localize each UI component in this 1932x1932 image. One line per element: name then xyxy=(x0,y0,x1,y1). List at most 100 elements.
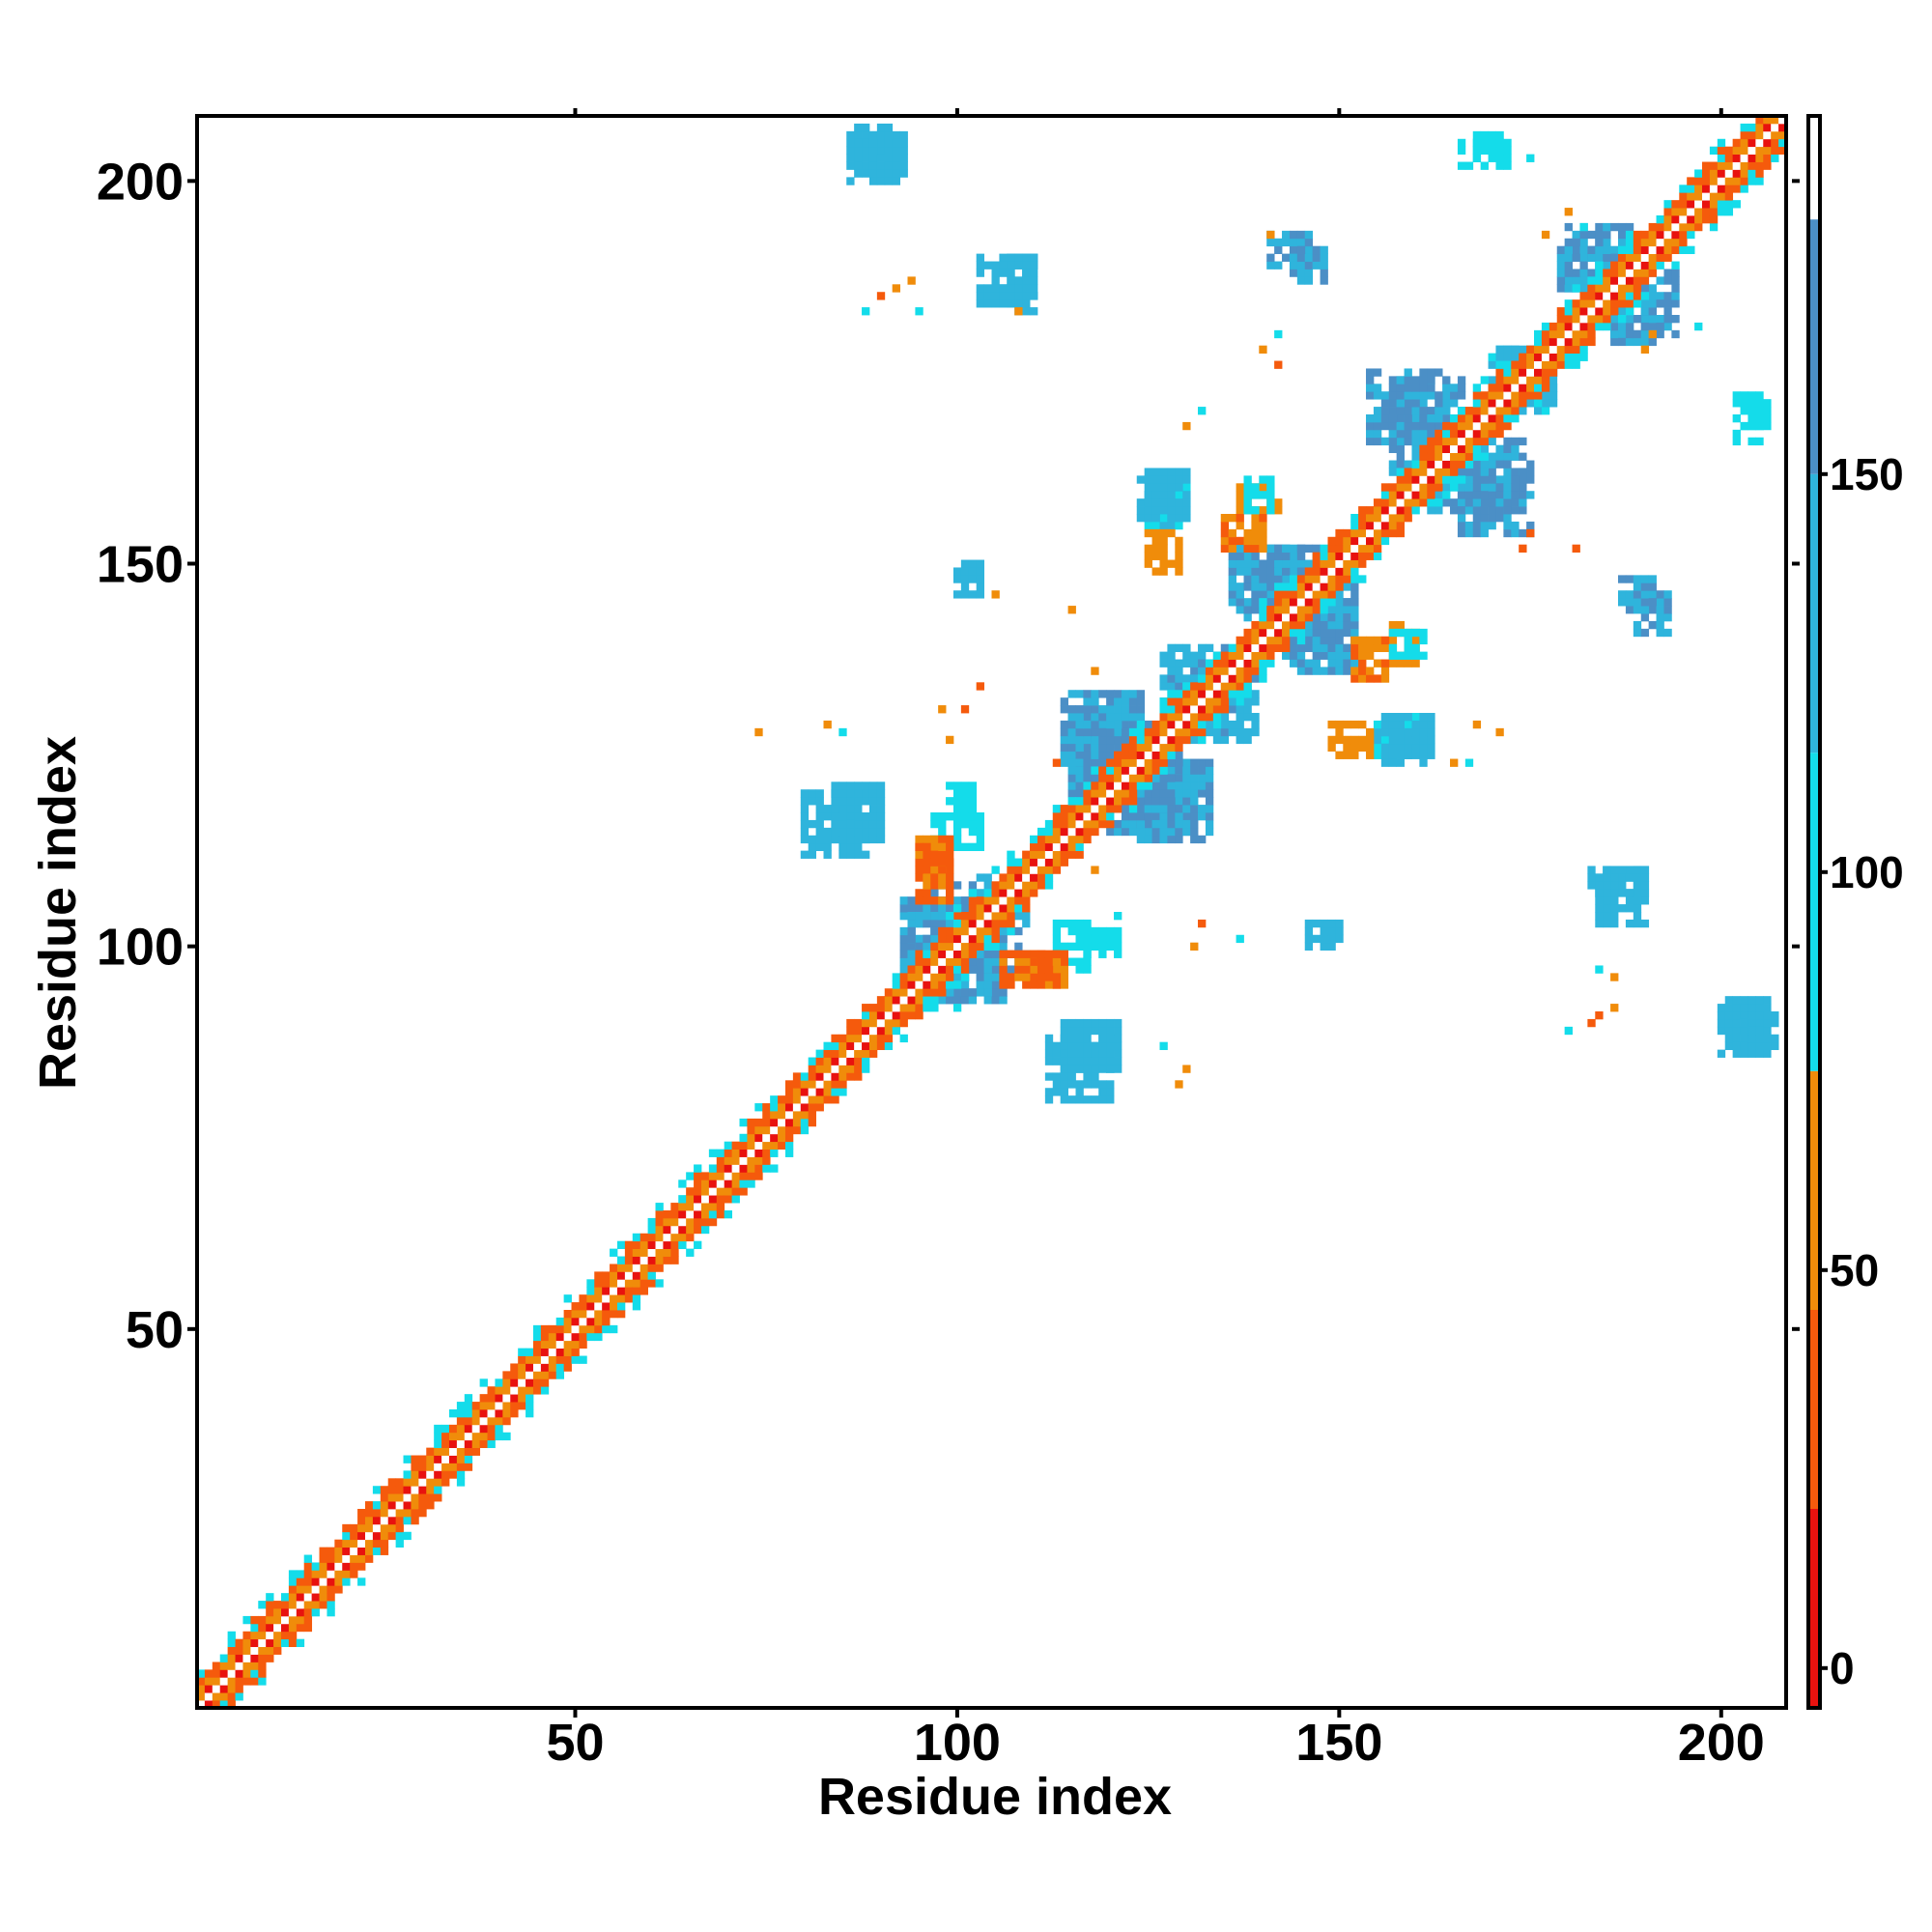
contact-cell xyxy=(968,965,978,974)
contact-cell xyxy=(1266,559,1275,568)
contact-cell xyxy=(1671,292,1680,300)
diagonal-cell xyxy=(808,1080,816,1089)
colorbar-band xyxy=(1808,116,1820,220)
diagonal-cell xyxy=(991,889,1000,897)
diagonal-cell xyxy=(1396,491,1405,499)
contact-cell xyxy=(1243,559,1252,568)
contact-cell xyxy=(923,842,931,852)
diagonal-cell xyxy=(1656,222,1664,232)
diagonal-cell xyxy=(754,1133,763,1143)
diagonal-cell xyxy=(403,1486,412,1494)
contact-cell xyxy=(983,965,992,974)
contact-cell xyxy=(1022,253,1031,262)
contact-cell xyxy=(1427,391,1435,400)
contact-cell xyxy=(1724,996,1734,1005)
contact-cell xyxy=(1472,491,1482,499)
contact-cell xyxy=(983,299,992,308)
diagonal-cell xyxy=(1579,322,1588,331)
diagonal-cell xyxy=(471,1416,481,1426)
diagonal-cell xyxy=(1380,498,1390,507)
diagonal-cell xyxy=(1435,452,1443,461)
contact-cell xyxy=(1106,1095,1115,1104)
contact-cell xyxy=(1388,421,1398,431)
diagonal-cell xyxy=(1190,705,1199,714)
contact-cell xyxy=(1075,774,1084,782)
contact-cell xyxy=(1358,674,1367,683)
diagonal-cell xyxy=(1151,743,1160,753)
diagonal-cell xyxy=(571,1317,580,1326)
contact-cell xyxy=(1380,720,1390,729)
diagonal-cell xyxy=(808,1072,816,1081)
diagonal-cell xyxy=(380,1523,389,1533)
diagonal-cell xyxy=(862,1049,870,1058)
contact-cell xyxy=(1335,934,1344,944)
contact-cell xyxy=(1747,421,1756,431)
contact-cell xyxy=(1259,544,1267,554)
diagonal-cell xyxy=(479,1394,488,1403)
contact-cell xyxy=(854,154,863,162)
diagonal-cell xyxy=(1091,797,1099,806)
diagonal-cell xyxy=(1296,613,1306,622)
diagonal-cell xyxy=(1679,245,1688,255)
contact-cell xyxy=(923,881,931,890)
diagonal-cell xyxy=(1220,705,1230,714)
diagonal-cell xyxy=(716,1164,725,1173)
contact-cell xyxy=(1556,261,1566,270)
diagonal-cell xyxy=(1541,368,1550,377)
diagonal-cell xyxy=(800,1072,810,1081)
contact-cell xyxy=(1373,437,1382,446)
contact-cell xyxy=(1259,483,1267,492)
diagonal-cell xyxy=(357,1547,366,1555)
contact-cell xyxy=(1396,620,1405,630)
contact-cell xyxy=(846,819,855,829)
diagonal-cell xyxy=(731,1187,740,1196)
contact-cell xyxy=(1457,491,1466,499)
contact-cell xyxy=(884,146,894,156)
contact-cell xyxy=(1106,705,1115,714)
diagonal-cell xyxy=(968,919,978,928)
contact-cell xyxy=(999,957,1008,966)
contact-cell xyxy=(862,130,870,140)
contact-cell xyxy=(1159,498,1168,507)
diagonal-cell xyxy=(800,1095,810,1104)
contact-cell xyxy=(1014,284,1023,293)
diagonal-cell xyxy=(357,1523,366,1533)
diagonal-cell xyxy=(1732,161,1741,170)
diagonal-cell xyxy=(1740,161,1748,170)
contact-cell xyxy=(1052,919,1062,928)
diagonal-cell xyxy=(1778,116,1787,125)
diagonal-cell xyxy=(1663,222,1672,232)
contact-cell xyxy=(1618,598,1627,607)
diagonal-cell xyxy=(1495,368,1504,377)
contact-cell xyxy=(1396,460,1405,469)
contact-cell xyxy=(1618,889,1627,897)
diagonal-cell xyxy=(1320,567,1328,576)
contact-cell xyxy=(1450,498,1459,507)
contact-cell xyxy=(1067,705,1076,714)
diagonal-cell xyxy=(1618,292,1627,300)
diagonal-cell xyxy=(1358,544,1367,554)
diagonal-cell xyxy=(1519,391,1527,400)
contact-cell xyxy=(1763,1004,1772,1012)
diagonal-cell xyxy=(1098,774,1107,782)
diagonal-cell xyxy=(1541,337,1550,347)
contact-cell xyxy=(1603,253,1611,262)
diagonal-cell xyxy=(762,1103,771,1112)
contact-cell xyxy=(1320,651,1328,660)
diagonal-cell xyxy=(892,973,900,981)
diagonal-cell xyxy=(563,1348,572,1356)
contact-cell xyxy=(1106,1018,1115,1028)
diagonal-cell xyxy=(1335,544,1344,554)
contact-cell xyxy=(1182,506,1191,515)
contact-cell xyxy=(1373,720,1382,729)
diagonal-cell xyxy=(1679,200,1688,209)
diagonal-cell xyxy=(1121,743,1130,753)
contact-speck xyxy=(976,682,984,691)
contact-cell xyxy=(1274,498,1283,507)
contact-cell xyxy=(991,996,1000,1005)
contact-cell xyxy=(1304,253,1314,262)
diagonal-cell xyxy=(968,926,978,936)
contact-cell xyxy=(884,130,894,140)
diagonal-cell xyxy=(778,1133,786,1143)
contact-cell xyxy=(1671,299,1680,308)
